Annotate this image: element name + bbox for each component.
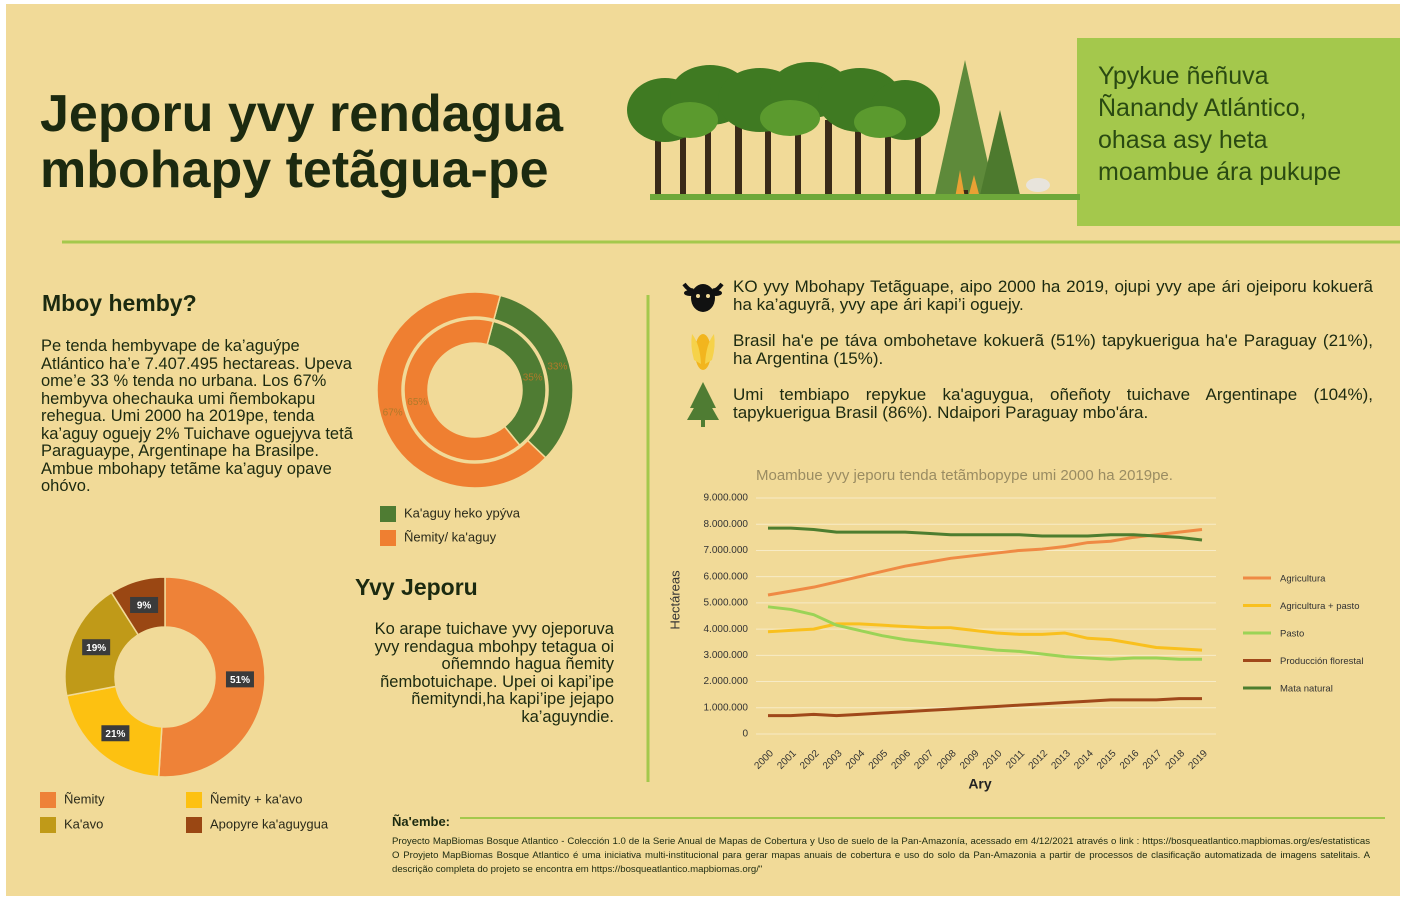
title-line: Jeporu yvy rendagua (40, 86, 563, 142)
legend-label: Ñemity/ ka'aguy (404, 529, 497, 544)
source-heading: Ña'embe: (392, 814, 450, 829)
value-label: 35% (523, 372, 543, 383)
title-line: mbohapy tetãgua-pe (40, 142, 563, 198)
cow-icon (684, 284, 722, 312)
y-axis-label: Hectáreas (667, 570, 682, 630)
legend-label: Agricultura + pasto (1280, 601, 1359, 612)
header-box-text: Ypykue ñeñuva Ñanandy Atlántico, ohasa a… (1098, 60, 1341, 188)
y-tick-label: 6.000.000 (704, 571, 749, 582)
x-tick-label: 2002 (798, 748, 822, 772)
value-label: 65% (407, 397, 427, 408)
source-text: Proyecto MapBiomas Bosque Atlantico - Co… (392, 835, 1370, 877)
legend-label: Agricultura (1280, 574, 1326, 585)
fact: Umi tembiapo repykue ka'aguygua, oñeñoty… (733, 386, 1373, 422)
legend-label: Ñemity + ka'avo (210, 791, 302, 806)
series-line (768, 699, 1202, 716)
box-line: ohasa asy heta (1098, 124, 1341, 156)
y-tick-label: 4.000.000 (704, 624, 749, 635)
legend-swatch (40, 817, 56, 833)
series-line (768, 529, 1202, 595)
x-tick-label: 2009 (958, 748, 982, 772)
fact: KO yvy Mbohapy Tetãguape, aipo 2000 ha 2… (733, 278, 1373, 314)
box-line: moambue ára pukupe (1098, 156, 1341, 188)
value-label: 21% (105, 729, 125, 740)
tree-icon (687, 382, 719, 427)
x-tick-label: 2018 (1164, 748, 1188, 772)
legend-label: Ñemity (64, 791, 105, 806)
y-tick-label: 0 (742, 729, 748, 740)
x-tick-label: 2007 (912, 748, 936, 772)
legend-swatch (380, 506, 396, 522)
series-line (768, 624, 1202, 650)
legend-swatch (186, 817, 202, 833)
title: Jeporu yvy rendagua mbohapy tetãgua-pe (40, 86, 563, 198)
page-body: 33% 67% 35% 65% Ka'aguy heko ypýva Ñemity/ ka… (0, 0, 1406, 900)
legend-label: Pasto (1280, 629, 1304, 640)
value-label: 19% (86, 643, 106, 654)
y-tick-label: 9.000.000 (704, 493, 749, 504)
legend-swatch (186, 792, 202, 808)
x-tick-label: 2016 (1118, 748, 1142, 772)
corn-icon (691, 334, 714, 370)
box-line: Ñanandy Atlántico, (1098, 92, 1341, 124)
fact: Brasil ha'e pe táva ombohetave kokuerã (… (733, 332, 1373, 368)
x-axis-label: Ary (968, 776, 992, 792)
chart-title: Moambue yvy jeporu tenda tetãmbopype umi… (756, 467, 1173, 484)
value-label: 51% (230, 675, 250, 686)
x-tick-label: 2013 (1049, 748, 1073, 772)
x-tick-label: 2011 (1004, 748, 1027, 771)
y-tick-label: 1.000.000 (704, 702, 749, 713)
y-tick-label: 3.000.000 (704, 650, 749, 661)
intro-text: Pe tenda hembyvape de ka’aguýpe Atlántic… (41, 338, 359, 496)
x-tick-label: 2005 (867, 748, 891, 772)
box-line: Ypykue ñeñuva (1098, 60, 1341, 92)
x-tick-label: 2015 (1095, 748, 1119, 772)
land-use-text: Ko arape tuichave yvy ojeporuva yvy rend… (352, 621, 614, 726)
section-heading: Yvy Jeporu (355, 574, 478, 601)
y-tick-label: 5.000.000 (704, 598, 749, 609)
value-label: 33% (547, 362, 567, 373)
legend-label: Producción florestal (1280, 656, 1363, 667)
y-tick-label: 8.000.000 (704, 519, 749, 530)
legend-label: Ka'avo (64, 816, 103, 831)
x-tick-label: 2010 (981, 748, 1005, 772)
x-tick-label: 2017 (1141, 748, 1165, 772)
x-tick-label: 2001 (775, 748, 799, 772)
x-tick-label: 2008 (935, 748, 959, 772)
legend-swatch (40, 792, 56, 808)
x-tick-label: 2000 (752, 748, 776, 772)
legend-label: Ka'aguy heko ypýva (404, 505, 521, 520)
section-heading: Mboy hemby? (42, 290, 197, 317)
y-tick-label: 2.000.000 (704, 676, 749, 687)
x-tick-label: 2003 (821, 748, 845, 772)
y-tick-label: 7.000.000 (704, 545, 749, 556)
x-tick-label: 2012 (1027, 748, 1051, 772)
x-tick-label: 2006 (890, 748, 914, 772)
value-label: 9% (137, 601, 152, 612)
legend-swatch (380, 530, 396, 546)
legend-label: Apopyre ka'aguygua (210, 816, 329, 831)
x-tick-label: 2004 (844, 748, 868, 772)
x-tick-label: 2014 (1072, 748, 1096, 772)
legend-label: Mata natural (1280, 684, 1333, 695)
value-label: 67% (383, 408, 403, 419)
x-tick-label: 2019 (1186, 748, 1210, 772)
